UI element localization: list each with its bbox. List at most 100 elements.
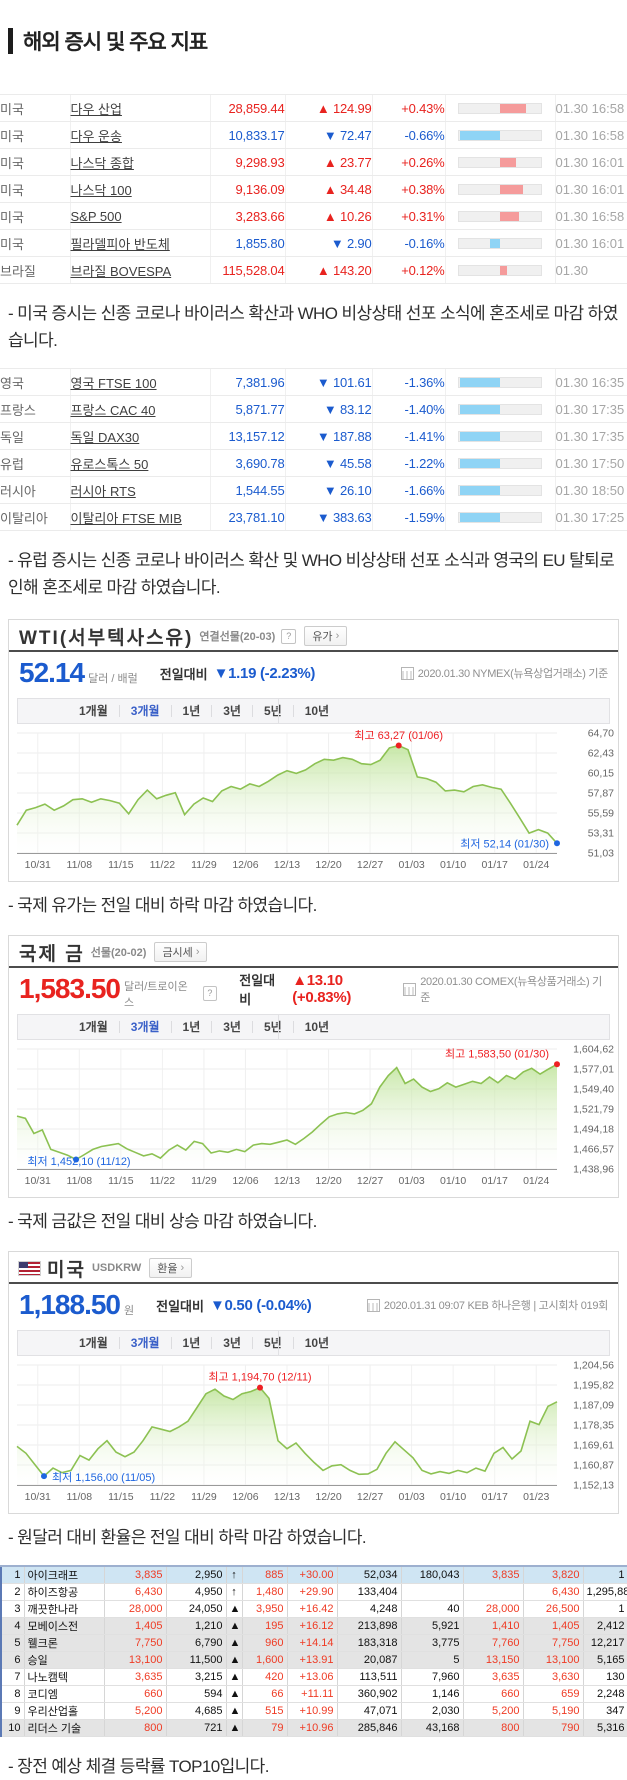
fx-rate-button[interactable]: 환율 › (149, 1258, 193, 1278)
help-icon[interactable]: ? (202, 985, 218, 1001)
tab-period-3년[interactable]: 3년 (211, 1021, 252, 1033)
tab-period-10년[interactable]: 10년 (292, 1021, 340, 1033)
gold-price-button[interactable]: 금시세 › (154, 942, 208, 962)
index-value: 3,283.66 (209, 202, 285, 230)
index-link[interactable]: 독일 DAX30 (70, 429, 140, 445)
rank: 5 (1, 1634, 25, 1652)
rank: 9 (1, 1702, 25, 1720)
base-price: 4,950 (166, 1583, 227, 1601)
index-link[interactable]: S&P 500 (70, 208, 122, 224)
top10-row[interactable]: 2 하이즈항공 6,430 4,950 ↑ 1,480 +29.90 133,404 6,430… (1, 1583, 627, 1601)
x-axis-label: 01/03 (398, 1175, 424, 1187)
chevron-right-icon: › (180, 1262, 185, 1274)
index-link[interactable]: 브라질 BOVESPA (70, 263, 172, 279)
top10-row[interactable]: 9 우리산업홀 5,200 4,685 ▲ 515 +10.99 47,071 2,030 5,2… (1, 1702, 627, 1720)
volume: 20,087 (337, 1651, 402, 1669)
ask-price: 28,000 (463, 1600, 524, 1618)
fx-panel-header: 미국 USDKRW 환율 › (9, 1252, 618, 1284)
top10-row[interactable]: 7 나노캠텍 3,635 3,215 ▲ 420 +13.06 113,511 7,960 3,6… (1, 1668, 627, 1686)
top10-row[interactable]: 4 모베이스전 1,405 1,210 ▲ 195 +16.12 213,898 5,921 1,… (1, 1617, 627, 1635)
top10-row[interactable]: 1 아이크래프 3,835 2,950 ↑ 885 +30.00 52,034 180,043 3… (1, 1566, 627, 1584)
tab-period-1개월[interactable]: 1개월 (79, 1020, 108, 1034)
index-link[interactable]: 유로스톡스 50 (70, 456, 149, 472)
gauge-bar (500, 157, 516, 167)
y-axis-label: 55,59 (588, 808, 614, 820)
index-value: 13,157.12 (209, 422, 285, 450)
top10-row[interactable]: 3 깨끗한나라 28,000 24,050 ▲ 3,950 +16.42 4,248 40 28,… (1, 1600, 627, 1618)
country-label: 영국 (0, 368, 70, 396)
index-value: 10,833.17 (209, 121, 285, 149)
oil-price-button[interactable]: 유가 › (304, 626, 348, 646)
gauge-bar (500, 211, 519, 221)
wti-unit: 달러 / 배럴 (88, 673, 138, 685)
top10-row[interactable]: 10 리더스 기술 800 721 ▲ 79 +10.96 285,846 43,168 800 7… (1, 1719, 627, 1737)
ask-price: 3,835 (463, 1566, 524, 1584)
index-link[interactable]: 프랑스 CAC 40 (70, 402, 156, 418)
tab-period-3개월[interactable]: 3개월 (118, 1021, 171, 1033)
y-axis-label: 1,549,40 (573, 1084, 614, 1096)
index-link[interactable]: 러시아 RTS (70, 483, 136, 499)
index-link[interactable]: 필라델피아 반도체 (70, 236, 170, 252)
tab-period-5년[interactable]: 5년 (251, 705, 293, 717)
tab-period-3년[interactable]: 3년 (211, 1337, 252, 1349)
tab-period-1년[interactable]: 1년 (170, 705, 212, 717)
wti-panel-header: WTI(서부텍사스유) 연결선물(20-03) ? 유가 › (9, 620, 618, 652)
tab-period-3년[interactable]: 3년 (211, 705, 252, 717)
change-percent: +10.99 (287, 1702, 338, 1720)
gauge-bar (460, 431, 500, 441)
predicted-price: 28,000 (104, 1600, 167, 1618)
x-axis-label: 01/17 (482, 1491, 508, 1503)
index-change-percent: -1.59% (371, 503, 445, 531)
x-axis-label: 01/03 (398, 1491, 424, 1503)
tab-period-1개월[interactable]: 1개월 (79, 704, 108, 718)
predicted-price: 1,405 (104, 1617, 167, 1635)
volume: 285,846 (337, 1719, 402, 1737)
index-change: ▼ 2.90 (284, 229, 372, 257)
index-change-percent: +0.38% (371, 175, 445, 203)
index-link[interactable]: 다우 산업 (70, 101, 122, 117)
tab-period-3개월[interactable]: 3개월 (118, 705, 171, 717)
y-axis-label: 57,87 (588, 788, 614, 800)
y-axis-label: 1,204,56 (573, 1360, 614, 1372)
index-link[interactable]: 나스닥 100 (70, 182, 132, 198)
index-link[interactable]: 나스닥 종합 (70, 155, 134, 171)
up-arrow-icon: ▲ (226, 1719, 243, 1737)
change-gauge (458, 156, 542, 168)
eu-index-table: 영국 영국 FTSE 100 7,381.96 ▼ 101.61 -1.36% 01.30… (0, 368, 627, 531)
tab-period-10년[interactable]: 10년 (292, 705, 340, 717)
top10-row[interactable]: 6 승일 13,100 11,500 ▲ 1,600 +13.91 20,087 5 13,150… (1, 1651, 627, 1669)
quote-time: 01.30 17:35 (554, 395, 627, 423)
change-percent: +10.96 (287, 1719, 338, 1737)
change-gauge (458, 237, 542, 249)
volume: 4,248 (337, 1600, 402, 1618)
tab-period-1년[interactable]: 1년 (170, 1337, 212, 1349)
low-annotation: 최저 1,452,10 (11/12) (27, 1155, 130, 1168)
top10-row[interactable]: 8 코디엠 660 594 ▲ 66 +11.11 360,902 1,146 660 659 2,2… (1, 1685, 627, 1703)
tab-period-1개월[interactable]: 1개월 (79, 1336, 108, 1350)
gauge-bar (500, 265, 508, 275)
x-axis-label: 10/31 (25, 859, 51, 871)
amount (401, 1583, 464, 1601)
bid-price: 5,190 (523, 1702, 584, 1720)
tab-period-5년[interactable]: 5년 (251, 1337, 293, 1349)
index-link[interactable]: 다우 운송 (70, 128, 122, 144)
volume: 213,898 (337, 1617, 402, 1635)
table-row: 미국 나스닥 종합 9,298.93 ▲ 23.77 +0.26% 01.30 16:01 (0, 148, 627, 176)
tab-period-5년[interactable]: 5년 (251, 1021, 293, 1033)
count: 5,316 (583, 1719, 627, 1737)
help-icon[interactable]: ? (281, 628, 297, 644)
tab-period-10년[interactable]: 10년 (292, 1337, 340, 1349)
index-change: ▲ 23.77 (284, 148, 372, 176)
change-value: 1,600 (242, 1651, 288, 1669)
tab-period-3개월[interactable]: 3개월 (118, 1337, 171, 1349)
gauge-bar (460, 130, 500, 140)
index-link[interactable]: 영국 FTSE 100 (70, 375, 157, 391)
tab-period-1년[interactable]: 1년 (170, 1021, 212, 1033)
count: 2,412 (583, 1617, 627, 1635)
up-arrow-icon: ▲ (226, 1617, 243, 1635)
top10-row[interactable]: 5 웰크론 7,750 6,790 ▲ 960 +14.14 183,318 3,775 7,76… (1, 1634, 627, 1652)
change-gauge (458, 403, 542, 415)
gauge-bar (460, 512, 500, 522)
index-link[interactable]: 이탈리아 FTSE MIB (70, 510, 182, 526)
ask-price (463, 1583, 524, 1601)
